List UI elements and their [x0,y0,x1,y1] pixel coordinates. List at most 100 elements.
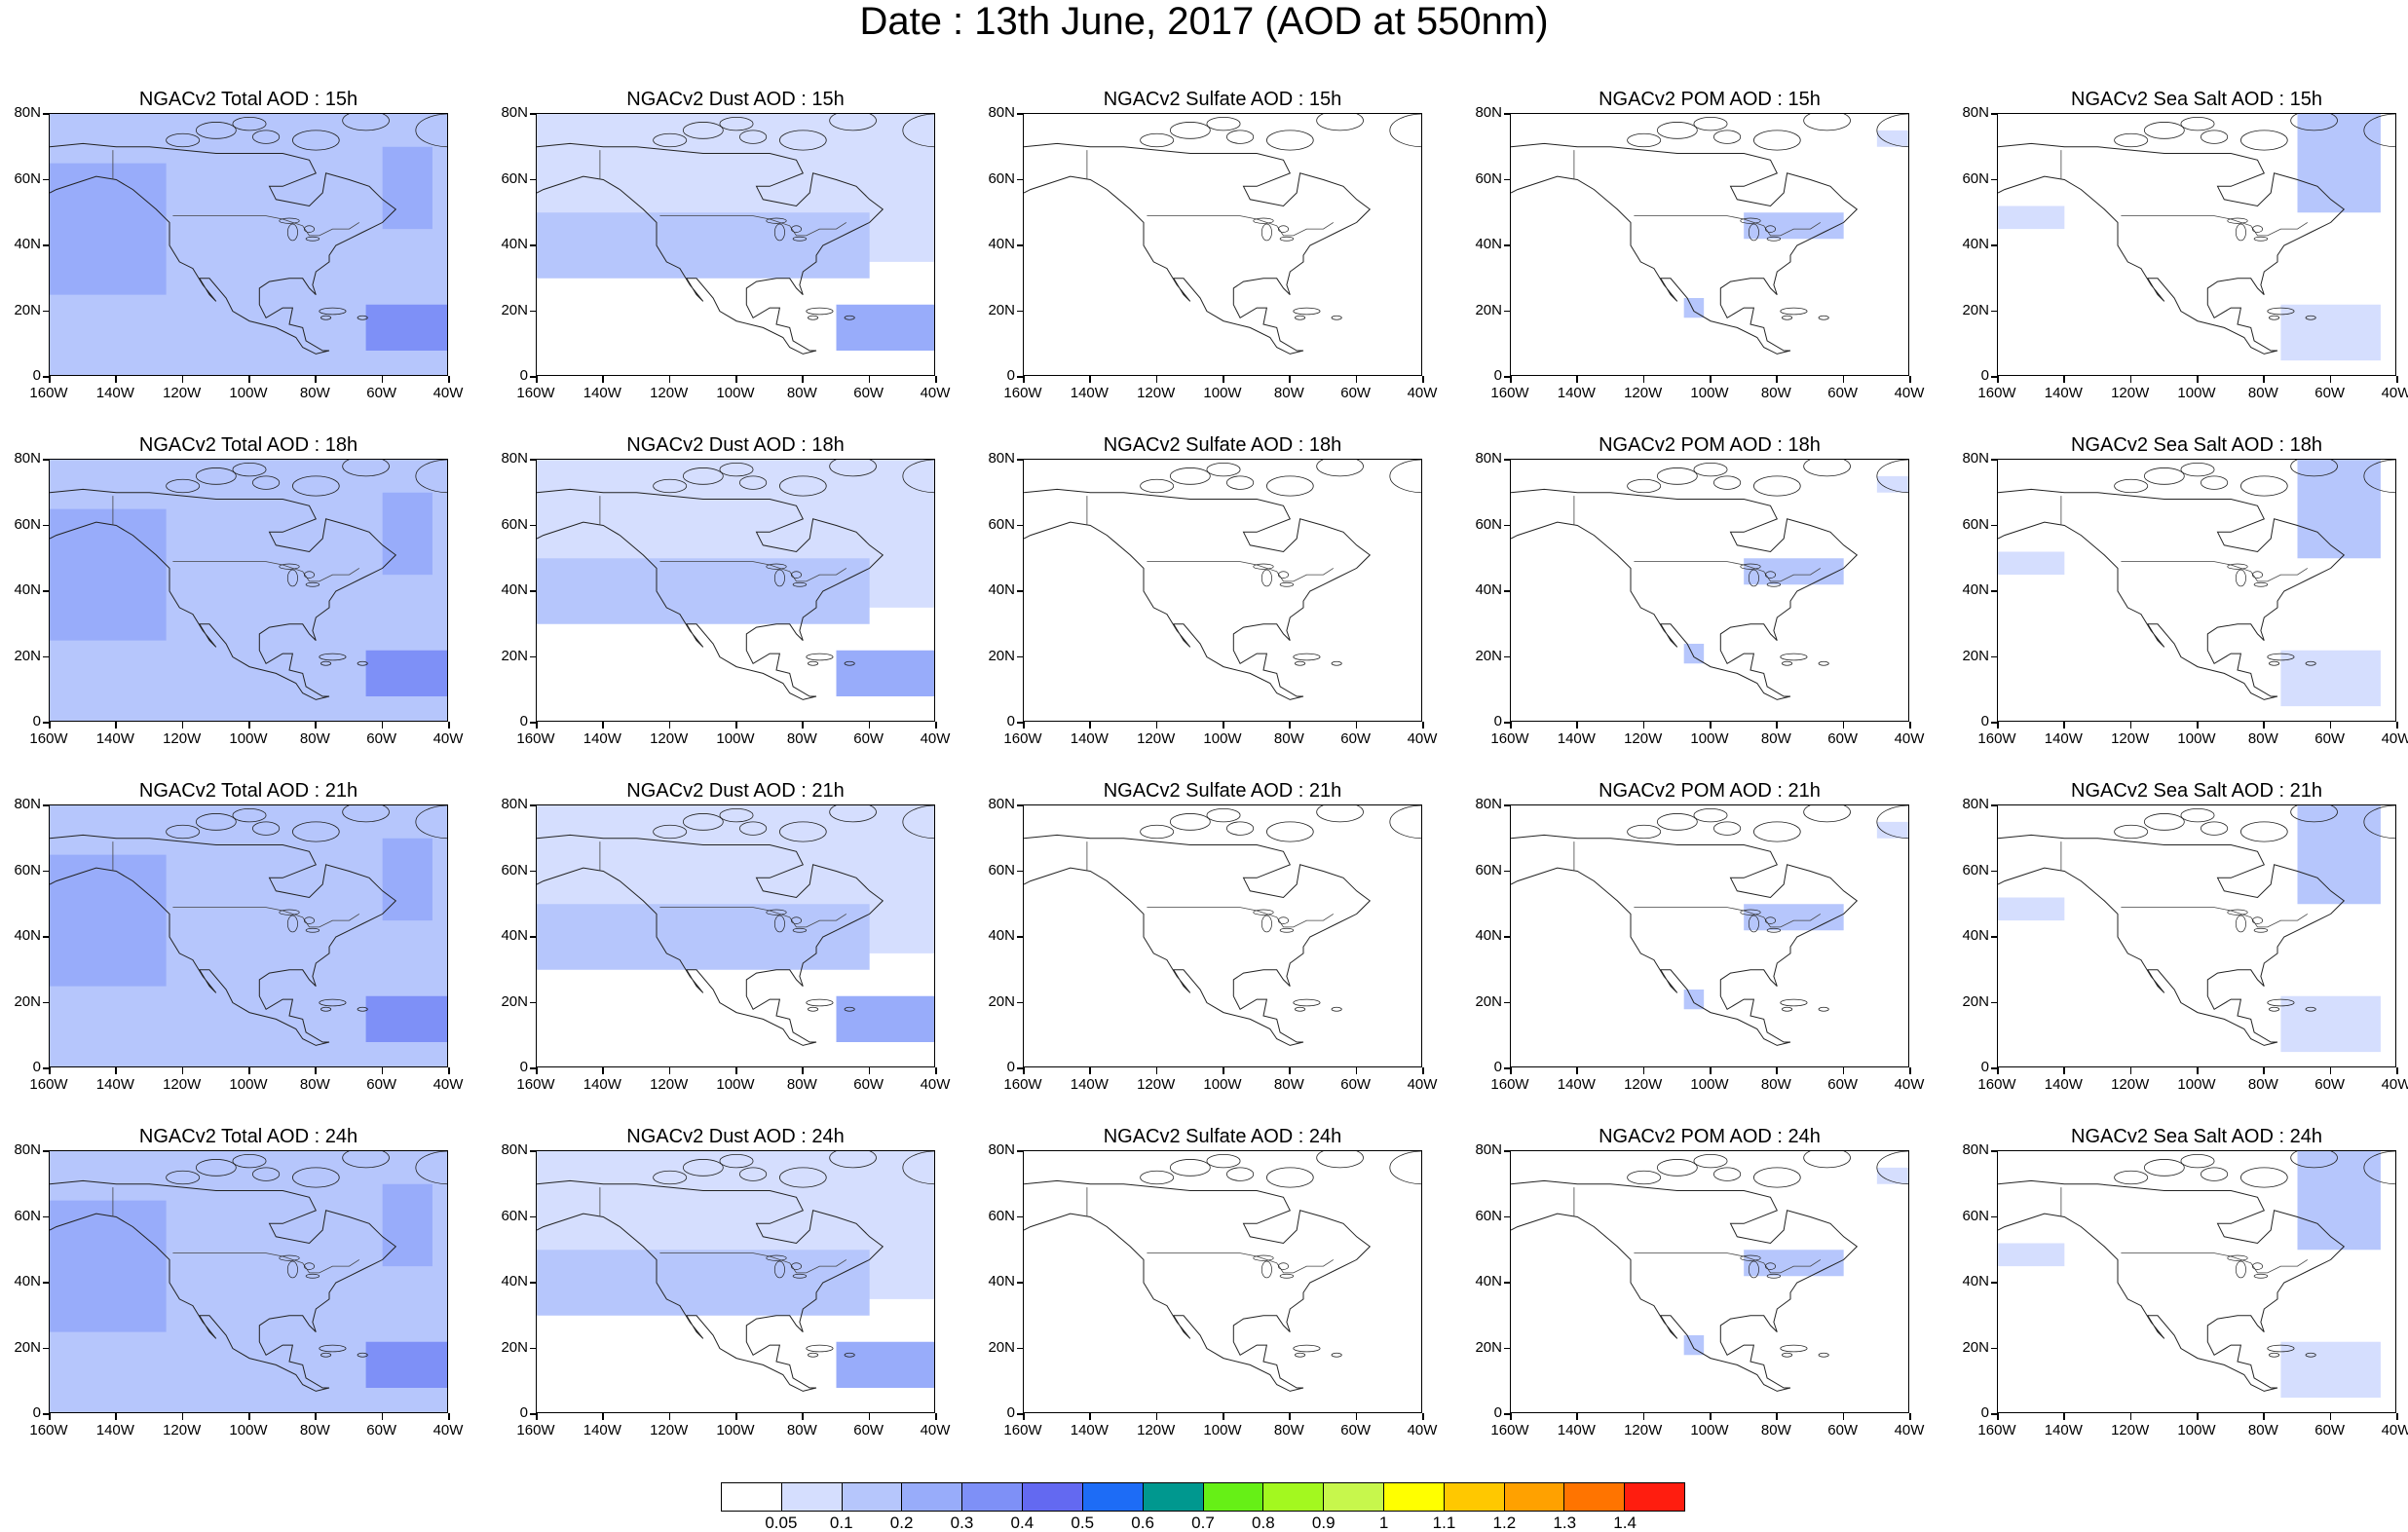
island-outline [415,805,447,840]
us-canada-border [172,907,360,928]
aod-field-region [537,212,870,279]
aod-field-region [365,650,447,696]
island-outline [1782,315,1793,320]
longitude-tick [181,1413,184,1420]
island-outline [342,805,390,823]
map-panel: NGACv2 POM AOD : 21h 80N 60N 40N 20N 0 160W 140… [1461,779,1948,1120]
latitude-tick [1017,870,1024,872]
aod-field-region [2280,650,2381,707]
latitude-tick [1991,244,1998,246]
longitude-label: 40W [2381,1076,2408,1093]
longitude-label: 120W [1137,730,1176,747]
longitude-label: 120W [163,385,202,401]
longitude-tick [315,376,317,383]
island-outline [2269,660,2280,666]
longitude-tick [1155,1413,1158,1420]
island-outline [779,130,827,151]
aod-field-region [537,558,870,624]
lake-outline [2235,915,2246,933]
lake-outline [1260,915,1272,933]
longitude-label: 80W [786,730,817,747]
island-outline [653,824,688,840]
colorbar-label: 0.8 [1252,1513,1275,1532]
longitude-label: 100W [229,1422,268,1439]
island-outline [1140,478,1175,494]
lake-outline [2252,571,2263,579]
longitude-tick [115,376,117,383]
latitude-label: 20N [1962,301,1989,318]
latitude-label: 40N [1475,236,1502,252]
latitude-label: 80N [988,1141,1015,1158]
panel-title: NGACv2 POM AOD : 15h [1599,89,1821,110]
longitude-label: 120W [1624,1422,1663,1439]
longitude-label: 140W [2044,385,2083,401]
longitude-label: 140W [1070,730,1109,747]
island-outline [1266,130,1314,151]
longitude-tick [668,1413,671,1420]
aod-field-region [2280,304,2381,361]
lake-outline [1765,1262,1776,1270]
longitude-tick [1710,376,1712,383]
latitude-tick [1504,1067,1511,1069]
aod-field-region [382,1183,433,1267]
longitude-label: 140W [1070,1422,1109,1439]
map-plot-area [536,113,935,376]
latitude-label: 0 [1980,1059,1989,1075]
island-outline [1331,1352,1342,1358]
longitude-label: 100W [1203,730,1242,747]
island-outline [1782,1006,1793,1012]
longitude-tick [115,1413,117,1420]
longitude-tick [868,1067,871,1074]
longitude-label: 120W [1137,385,1176,401]
panel-title: NGACv2 Sulfate AOD : 18h [1103,434,1342,456]
latitude-tick [530,459,537,461]
longitude-label: 100W [1690,1076,1729,1093]
longitude-label: 140W [1070,1076,1109,1093]
longitude-label: 80W [2247,730,2278,747]
longitude-tick [1710,1413,1712,1420]
latitude-tick [1991,524,1998,526]
longitude-tick [1422,1067,1424,1074]
lake-outline [773,1260,785,1279]
lake-outline [792,236,808,242]
panel-title: NGACv2 Dust AOD : 21h [626,780,845,802]
longitude-tick [1997,376,1999,383]
longitude-label: 100W [229,730,268,747]
lake-outline [1740,1254,1761,1261]
longitude-label: 80W [1273,1422,1304,1439]
map-panel: NGACv2 Dust AOD : 24h 80N 60N 40N 20N 0 160W 14… [487,1125,974,1466]
map-svg [50,805,447,1066]
colorbar-swatch [781,1483,843,1511]
latitude-label: 40N [988,927,1015,944]
longitude-tick [536,1067,538,1074]
island-outline [357,315,368,320]
island-outline [739,475,768,490]
island-outline [1331,660,1342,666]
island-outline [2290,1151,2338,1169]
latitude-label: 0 [1006,1404,1015,1421]
longitude-label: 40W [433,1076,464,1093]
us-canada-border [1147,215,1335,237]
longitude-tick [1842,376,1845,383]
longitude-label: 40W [920,730,951,747]
longitude-tick [2197,1413,2199,1420]
longitude-label: 40W [1894,385,1925,401]
longitude-label: 80W [299,385,330,401]
latitude-label: 0 [1493,713,1502,729]
colorbar-label: 1.1 [1432,1513,1456,1532]
longitude-label: 60W [366,730,397,747]
longitude-label: 160W [1977,385,2016,401]
latitude-tick [1504,1001,1511,1003]
lake-outline [286,915,298,933]
latitude-label: 0 [1980,713,1989,729]
longitude-tick [248,722,250,729]
longitude-tick [1155,1067,1158,1074]
latitude-tick [43,1001,50,1003]
longitude-tick [2129,1067,2132,1074]
longitude-tick [1289,1413,1291,1420]
longitude-label: 120W [650,1422,689,1439]
map-svg [537,805,934,1046]
longitude-label: 40W [920,385,951,401]
latitude-tick [1991,1067,1998,1069]
island-outline [252,1167,281,1181]
